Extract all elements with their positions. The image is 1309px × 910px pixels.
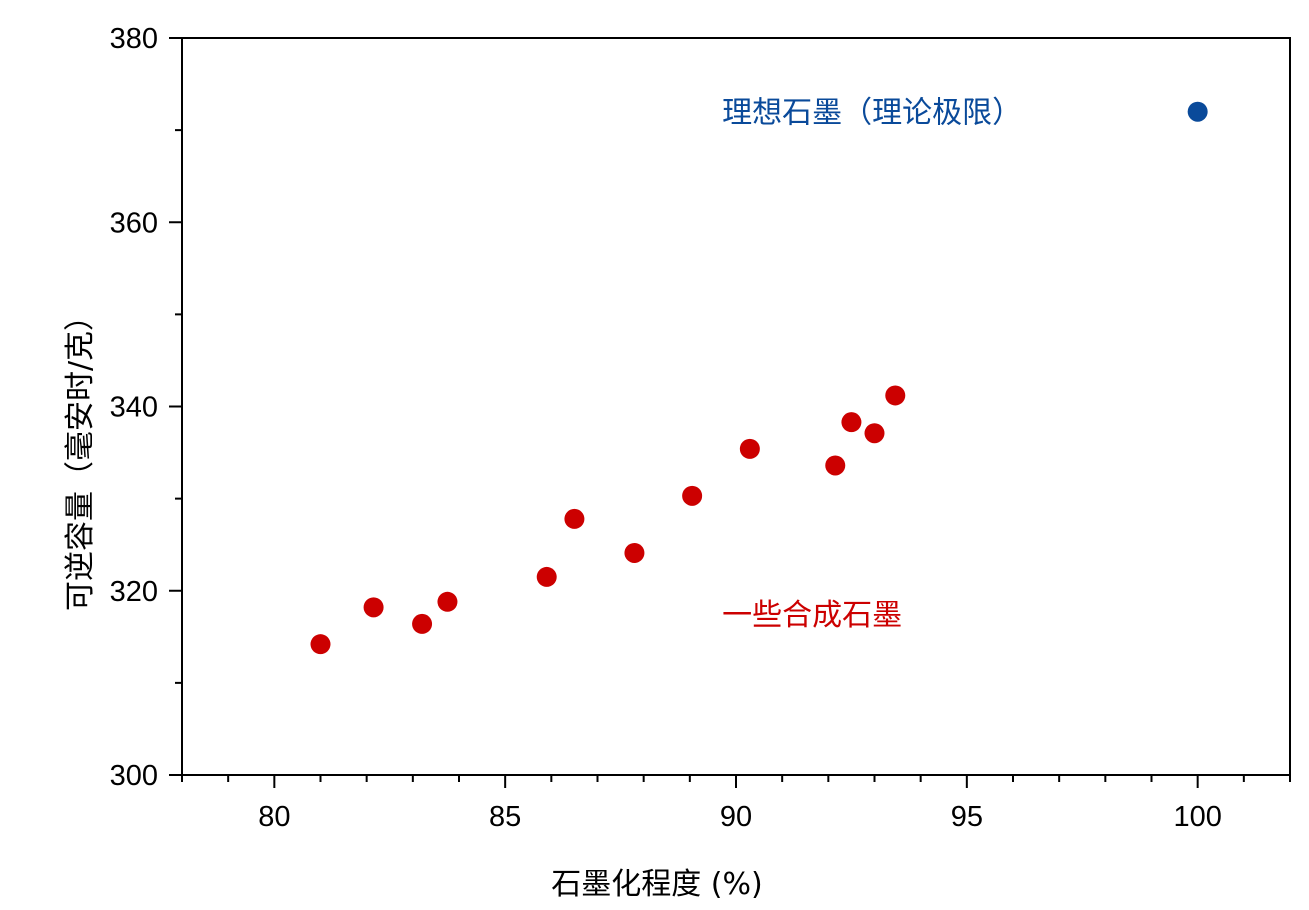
x-tick-label: 90 [720, 801, 752, 833]
x-tick-label: 95 [951, 801, 983, 833]
y-tick-label: 340 [110, 392, 158, 424]
y-axis-title: 可逆容量（毫安时/克） [63, 301, 98, 611]
x-tick-label: 100 [1173, 801, 1221, 833]
data-point [564, 508, 585, 529]
tick-labels-layer: 80 85 90 95 100 300 320 340 360 380 [110, 23, 1222, 833]
data-point [412, 613, 433, 634]
x-tick-label: 85 [489, 801, 521, 833]
data-point [536, 566, 557, 587]
data-point [624, 542, 645, 563]
data-point [825, 455, 846, 476]
annotation-label: 理想石墨（理论极限） [722, 96, 1022, 131]
data-point [864, 423, 885, 444]
ticks-layer [169, 37, 1291, 788]
points-layer [310, 101, 1208, 655]
data-point [437, 591, 458, 612]
data-point [1187, 101, 1208, 122]
y-tick-label: 380 [110, 23, 158, 55]
y-tick-label: 360 [110, 207, 158, 239]
annotations-layer: 理想石墨（理论极限） 一些合成石墨 [722, 96, 1022, 633]
data-point [739, 438, 760, 459]
data-point [363, 597, 384, 618]
x-axis-title: 石墨化程度 (%) [551, 867, 762, 902]
data-point [310, 634, 331, 655]
data-point [885, 385, 906, 406]
y-tick-label: 300 [110, 760, 158, 792]
plot-frame [181, 37, 1291, 776]
data-point [841, 412, 862, 433]
x-tick-label: 80 [258, 801, 290, 833]
y-tick-label: 320 [110, 576, 158, 608]
data-point [682, 485, 703, 506]
annotation-label: 一些合成石墨 [722, 598, 902, 633]
